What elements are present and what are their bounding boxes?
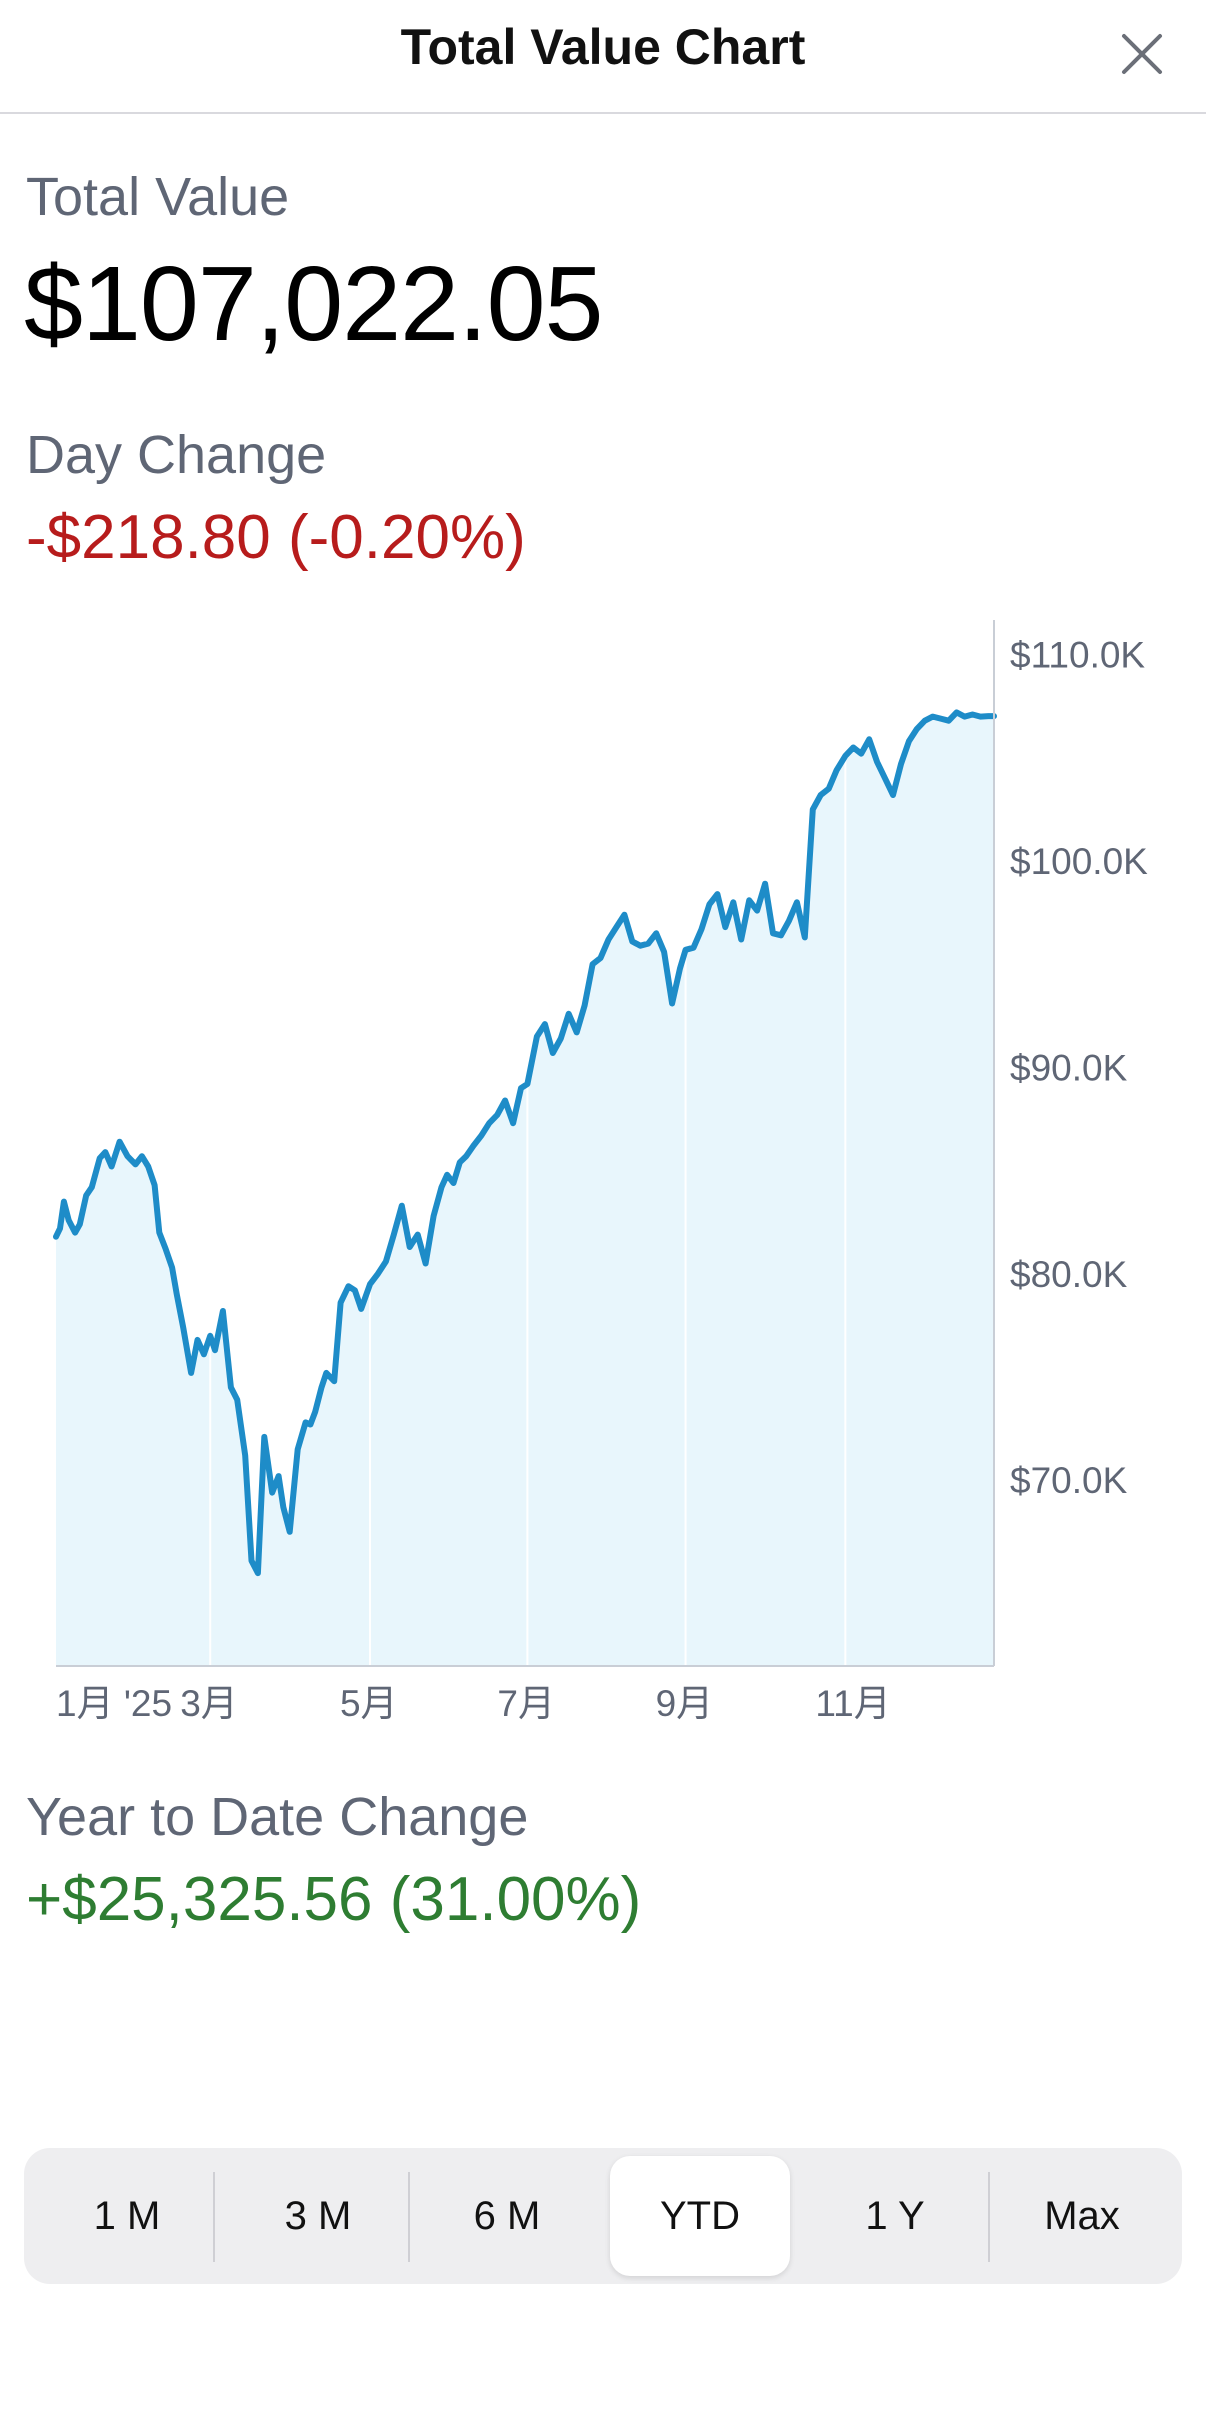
segment-divider <box>408 2172 410 2262</box>
range-option-ytd[interactable]: YTD <box>610 2156 790 2276</box>
y-tick-label: $110.0K <box>1010 635 1145 676</box>
segment-divider <box>988 2172 990 2262</box>
chart-value-line <box>53 709 997 1577</box>
range-option-3m[interactable]: 3 M <box>284 2193 352 2238</box>
x-tick-label: 5月 <box>340 1683 398 1724</box>
y-tick-label: $90.0K <box>1010 1047 1128 1088</box>
chart-area-fill <box>56 712 994 1666</box>
y-tick-label: $100.0K <box>1010 841 1148 882</box>
close-button[interactable] <box>1110 22 1174 86</box>
segment-divider <box>213 2172 215 2262</box>
day-change-label: Day Change <box>26 425 327 485</box>
range-option-1m[interactable]: 1 M <box>93 2193 161 2238</box>
x-tick-label: 3月 <box>180 1683 238 1724</box>
range-option-6m[interactable]: 6 M <box>473 2193 541 2238</box>
day-change-value: -$218.80 (-0.20%) <box>26 503 526 572</box>
x-tick-label: 9月 <box>656 1683 714 1724</box>
time-range-selector: 1 M 3 M 6 M YTD 1 Y Max <box>24 2148 1182 2284</box>
x-tick-label: 1月 '25 <box>56 1683 172 1724</box>
total-value-chart: $110.0K $100.0K $90.0K $80.0K $70.0K 1月 '25 3… <box>53 620 1148 1724</box>
y-tick-label: $80.0K <box>1010 1254 1128 1295</box>
ytd-change-label: Year to Date Change <box>26 1787 529 1847</box>
total-value-amount: $107,022.05 <box>24 245 603 363</box>
x-tick-label: 11月 <box>815 1683 890 1724</box>
modal-header: Total Value Chart <box>0 0 1206 114</box>
ytd-change-value: +$25,325.56 (31.00%) <box>26 1865 642 1934</box>
close-icon <box>1122 34 1162 74</box>
range-option-max[interactable]: Max <box>1044 2193 1120 2238</box>
y-tick-label: $70.0K <box>1010 1460 1128 1501</box>
x-tick-label: 7月 <box>497 1683 555 1724</box>
total-value-label: Total Value <box>26 167 290 227</box>
range-option-1y[interactable]: 1 Y <box>865 2193 925 2238</box>
page-title: Total Value Chart <box>400 19 806 75</box>
